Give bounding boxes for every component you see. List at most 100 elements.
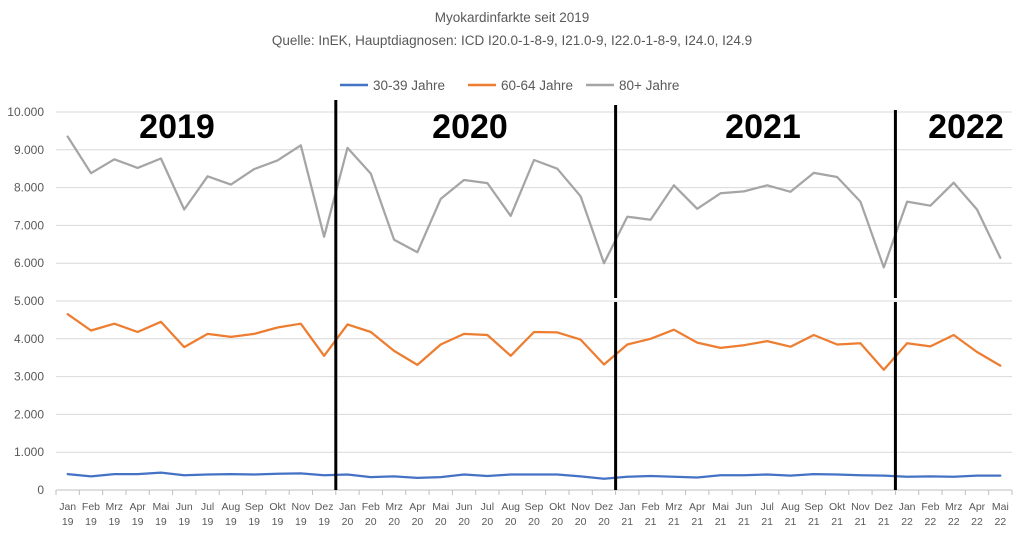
x-tick-label: Nov (851, 501, 870, 513)
y-axis-ticks: 0 1.000 2.000 3.000 4.000 5.000 6.000 7.000 8.00… (7, 105, 44, 497)
series-line (66, 471, 1002, 480)
legend: 30-39 Jahre 60-64 Jahre 80+ Jahre (340, 78, 679, 93)
x-tick-label: Aug (501, 501, 520, 513)
x-tick-label: 19 (248, 516, 260, 528)
y-tick-label: 2.000 (14, 407, 44, 421)
y-tick-label: 7.000 (14, 218, 44, 232)
y-tick-label: 6.000 (14, 256, 44, 270)
year-label: 2021 (725, 108, 801, 146)
y-tick-label: 3.000 (14, 370, 44, 384)
x-tick-label: Sep (245, 501, 264, 513)
x-tick-label: Apr (689, 501, 706, 513)
x-tick-label: Feb (642, 501, 660, 513)
series-layer (66, 135, 1002, 480)
year-label: 2020 (432, 108, 508, 146)
x-tick-label: 21 (668, 516, 680, 528)
x-tick-label: Apr (969, 501, 986, 513)
legend-label: 80+ Jahre (619, 78, 679, 93)
x-tick-label: 21 (621, 516, 633, 528)
x-tick-label: Mrz (665, 501, 683, 513)
x-tick-label: Jun (456, 501, 473, 513)
x-tick-label: 19 (272, 516, 284, 528)
x-tick-label: 21 (761, 516, 773, 528)
chart-title: Myokardinfarkte seit 2019 (435, 10, 590, 25)
x-tick-label: 21 (878, 516, 890, 528)
y-tick-label: 10.000 (7, 105, 44, 119)
x-tick-label: Jul (481, 501, 494, 513)
x-tick-label: Dez (874, 501, 893, 513)
x-tick-label: Jul (760, 501, 773, 513)
x-tick-label: 19 (62, 516, 74, 528)
x-tick-label: 19 (202, 516, 214, 528)
x-tick-label: 22 (994, 516, 1006, 528)
x-tick-label: 22 (901, 516, 913, 528)
x-tick-label: Dez (315, 501, 334, 513)
y-tick-label: 9.000 (14, 143, 44, 157)
x-tick-label: 20 (528, 516, 540, 528)
x-tick-label: Jan (339, 501, 356, 513)
x-tick-label: Mrz (106, 501, 124, 513)
x-tick-label: 21 (691, 516, 703, 528)
x-tick-label: Aug (222, 501, 241, 513)
x-tick-label: 21 (738, 516, 750, 528)
chart-subtitle: Quelle: InEK, Hauptdiagnosen: ICD I20.0-… (272, 33, 752, 48)
x-tick-label: Apr (409, 501, 426, 513)
y-tick-label: 0 (37, 483, 44, 497)
y-tick-label: 4.000 (14, 332, 44, 346)
x-tick-label: Feb (362, 501, 380, 513)
x-tick-label: 19 (318, 516, 330, 528)
x-tick-label: 21 (785, 516, 797, 528)
x-tick-label: 21 (855, 516, 867, 528)
x-tick-label: 21 (808, 516, 820, 528)
x-tick-label: Jan (899, 501, 916, 513)
x-tick-label: Apr (129, 501, 146, 513)
x-tick-label: 21 (715, 516, 727, 528)
x-tick-label: Okt (829, 501, 845, 513)
x-tick-label: 20 (551, 516, 563, 528)
x-tick-label: 22 (948, 516, 960, 528)
y-tick-label: 5.000 (14, 294, 44, 308)
x-tick-label: 20 (458, 516, 470, 528)
x-tick-label: Mrz (945, 501, 963, 513)
x-tick-label: 21 (645, 516, 657, 528)
x-tick-label: Jan (619, 501, 636, 513)
legend-label: 30-39 Jahre (373, 78, 445, 93)
x-tick-label: 20 (575, 516, 587, 528)
x-tick-label: Mai (992, 501, 1009, 513)
x-tick-label: Mrz (385, 501, 403, 513)
x-tick-label: 20 (388, 516, 400, 528)
x-tick-label: 19 (225, 516, 237, 528)
x-tick-label: 20 (482, 516, 494, 528)
grid-layer (56, 111, 1012, 491)
year-label: 2022 (928, 108, 1004, 146)
x-tick-label: Nov (571, 501, 590, 513)
x-tick-label: 19 (132, 516, 144, 528)
x-tick-label: Sep (525, 501, 544, 513)
x-tick-label: Mai (712, 501, 729, 513)
y-tick-label: 1.000 (14, 445, 44, 459)
year-dividers (334, 100, 897, 490)
x-tick-label: 20 (598, 516, 610, 528)
x-tick-label: Mai (432, 501, 449, 513)
x-axis-ticks: Jan 19 Feb 19 Mrz 19 Apr 19 Mai 19 Jun 19 Jul 19 Aug 19… (55, 490, 1013, 528)
x-tick-label: 20 (342, 516, 354, 528)
x-tick-label: 22 (971, 516, 983, 528)
x-tick-label: 19 (108, 516, 120, 528)
x-tick-label: 20 (365, 516, 377, 528)
year-labels: 2019 2020 2021 2022 (139, 108, 1004, 146)
y-tick-label: 8.000 (14, 181, 44, 195)
x-tick-label: Aug (781, 501, 800, 513)
x-tick-label: 20 (505, 516, 517, 528)
series-line (66, 135, 1002, 269)
x-tick-label: Feb (82, 501, 100, 513)
x-tick-label: 22 (925, 516, 937, 528)
x-tick-label: Jun (735, 501, 752, 513)
x-tick-label: 20 (435, 516, 447, 528)
x-tick-label: Sep (804, 501, 823, 513)
x-tick-label: Okt (269, 501, 285, 513)
x-tick-label: Mai (152, 501, 169, 513)
x-tick-label: 19 (178, 516, 190, 528)
x-tick-label: Okt (549, 501, 565, 513)
